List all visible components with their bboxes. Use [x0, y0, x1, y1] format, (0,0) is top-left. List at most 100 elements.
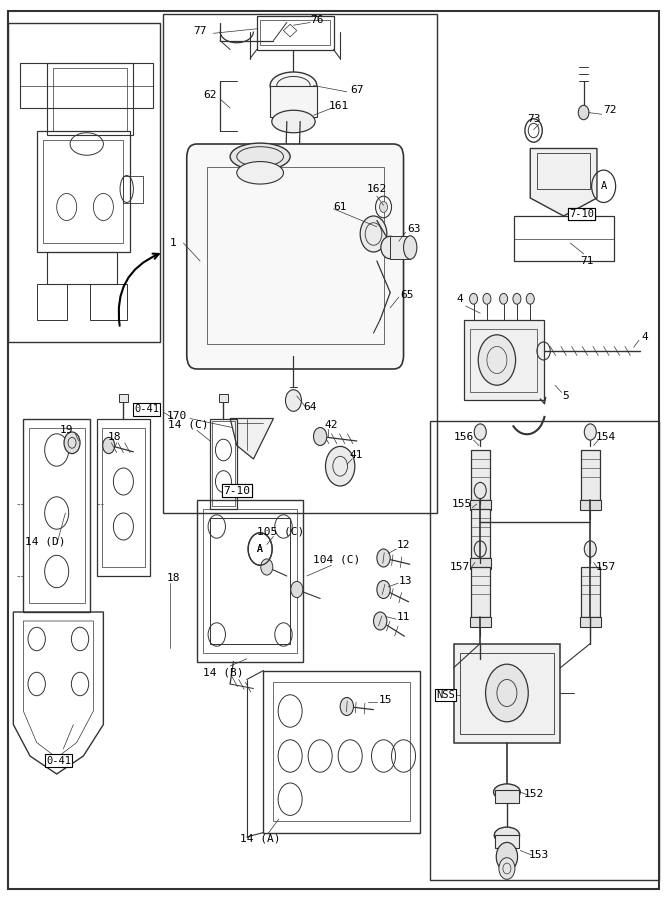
Polygon shape	[470, 558, 491, 569]
Polygon shape	[580, 616, 601, 627]
Polygon shape	[219, 394, 228, 402]
Text: 155: 155	[452, 499, 472, 509]
Text: 73: 73	[527, 113, 540, 124]
Text: A: A	[257, 544, 263, 554]
Text: 152: 152	[524, 788, 544, 799]
Text: 19: 19	[60, 425, 73, 436]
Ellipse shape	[360, 216, 387, 252]
Polygon shape	[454, 644, 560, 742]
Circle shape	[499, 858, 515, 879]
Text: 157: 157	[450, 562, 470, 572]
Text: A: A	[257, 544, 263, 554]
Text: 7-10: 7-10	[223, 485, 250, 496]
Text: 15: 15	[379, 695, 392, 706]
Text: 14 (C): 14 (C)	[168, 419, 208, 430]
Text: 18: 18	[108, 431, 121, 442]
Text: 0-41: 0-41	[134, 404, 159, 415]
Text: 7-10: 7-10	[569, 209, 594, 220]
Text: A: A	[600, 181, 607, 192]
Text: 62: 62	[203, 89, 217, 100]
Circle shape	[496, 842, 518, 871]
Polygon shape	[471, 567, 490, 616]
Text: 5: 5	[562, 391, 569, 401]
Circle shape	[340, 698, 354, 716]
Text: 18: 18	[167, 572, 180, 583]
Polygon shape	[470, 616, 491, 627]
Text: 156: 156	[454, 431, 474, 442]
Circle shape	[261, 559, 273, 575]
Text: 77: 77	[193, 26, 207, 37]
Ellipse shape	[270, 72, 317, 99]
Text: 11: 11	[397, 611, 410, 622]
Text: 13: 13	[399, 575, 412, 586]
Text: 12: 12	[397, 540, 410, 551]
Circle shape	[474, 482, 486, 499]
Ellipse shape	[230, 143, 290, 170]
Text: 105 (C): 105 (C)	[257, 526, 303, 536]
Polygon shape	[471, 450, 490, 500]
Text: 41: 41	[350, 450, 363, 461]
Polygon shape	[580, 500, 601, 510]
Text: 7-10: 7-10	[569, 209, 594, 220]
Text: 4: 4	[457, 293, 464, 304]
Ellipse shape	[277, 165, 307, 181]
Polygon shape	[581, 567, 600, 616]
Polygon shape	[495, 790, 519, 803]
Circle shape	[478, 335, 516, 385]
Polygon shape	[470, 500, 491, 510]
Text: 14 (B): 14 (B)	[203, 667, 243, 678]
Text: 170: 170	[167, 410, 187, 421]
Circle shape	[584, 541, 596, 557]
Circle shape	[377, 549, 390, 567]
Text: 104 (C): 104 (C)	[313, 554, 360, 565]
Polygon shape	[230, 418, 273, 459]
Circle shape	[325, 446, 355, 486]
Text: 14 (D): 14 (D)	[25, 536, 65, 547]
Text: 0-41: 0-41	[46, 755, 71, 766]
Text: 162: 162	[367, 184, 387, 194]
Text: 14 (A): 14 (A)	[240, 833, 280, 844]
Ellipse shape	[494, 784, 520, 800]
Circle shape	[584, 424, 596, 440]
Text: 161: 161	[329, 101, 349, 112]
Circle shape	[526, 293, 534, 304]
Text: 65: 65	[400, 290, 414, 301]
Text: 153: 153	[529, 850, 549, 860]
Text: 1: 1	[170, 238, 177, 248]
Text: 154: 154	[596, 431, 616, 442]
Text: 63: 63	[407, 224, 420, 235]
Polygon shape	[530, 148, 597, 216]
Circle shape	[285, 390, 301, 411]
Circle shape	[483, 293, 491, 304]
Text: 67: 67	[350, 85, 364, 95]
Circle shape	[313, 428, 327, 446]
Ellipse shape	[272, 111, 315, 132]
Circle shape	[64, 432, 80, 454]
Polygon shape	[390, 236, 410, 259]
Ellipse shape	[494, 827, 520, 843]
Circle shape	[474, 541, 486, 557]
Ellipse shape	[237, 162, 283, 184]
Ellipse shape	[404, 236, 417, 259]
Circle shape	[513, 293, 521, 304]
Circle shape	[500, 293, 508, 304]
Text: 76: 76	[310, 14, 323, 25]
Text: 4: 4	[642, 331, 648, 342]
Circle shape	[380, 202, 388, 212]
Text: 61: 61	[334, 202, 347, 212]
Circle shape	[578, 105, 589, 120]
Polygon shape	[119, 394, 128, 402]
Circle shape	[486, 664, 528, 722]
Circle shape	[374, 612, 387, 630]
Circle shape	[474, 424, 486, 440]
Polygon shape	[270, 86, 317, 117]
Polygon shape	[581, 450, 600, 500]
Text: 71: 71	[580, 256, 594, 266]
Circle shape	[291, 581, 303, 598]
Text: 7-10: 7-10	[223, 485, 250, 496]
Text: 72: 72	[604, 104, 617, 115]
Text: 157: 157	[596, 562, 616, 572]
Text: 42: 42	[324, 419, 338, 430]
Circle shape	[377, 580, 390, 598]
Ellipse shape	[381, 236, 400, 259]
